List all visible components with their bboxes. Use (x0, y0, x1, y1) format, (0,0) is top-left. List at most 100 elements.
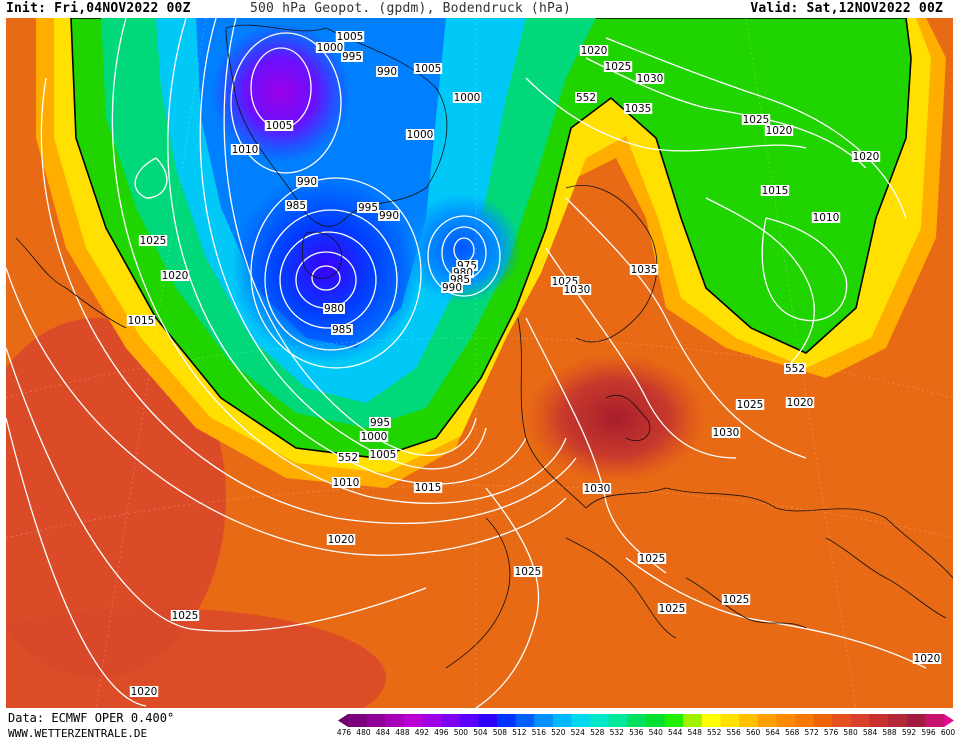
map-title: 500 hPa Geopot. (gpdm), Bodendruck (hPa) (250, 1, 572, 16)
isobar-label-background (285, 200, 307, 211)
isobar-label-background (741, 114, 771, 125)
isobar-label-background (129, 686, 159, 697)
isobar-label-background (912, 653, 942, 664)
color-scale-cell (701, 714, 721, 727)
low-pressure-center-norway-sea (401, 193, 521, 303)
isobar-label: 1030 (564, 284, 591, 296)
coastlines (15, 24, 954, 669)
isobar-label-background (735, 399, 765, 410)
isobar-label-background (413, 482, 443, 493)
color-scale-tick-label: 600 (940, 728, 956, 737)
color-scale-tick-label: 580 (843, 728, 858, 737)
isobar-label-background (376, 66, 398, 77)
color-scale-cell (348, 714, 368, 727)
isobar-label: 552 (576, 92, 596, 104)
graticule (5, 17, 954, 709)
isobar-label: 1020 (581, 45, 608, 57)
isobar-label-background (441, 282, 463, 293)
isobar-label-background (784, 363, 806, 374)
color-scale-cell (869, 714, 889, 727)
valid-time-label: Valid: Sat,12NOV2022 00Z (750, 1, 943, 16)
color-scale-tick-label: 520 (551, 728, 566, 737)
isobar-label-background (337, 452, 359, 463)
color-scale-tick-label: 512 (512, 728, 527, 737)
isobar-label: 1020 (766, 125, 793, 137)
isobar-label: 1030 (713, 427, 740, 439)
isobar-label: 1025 (172, 610, 199, 622)
isobar-label-background (126, 315, 156, 326)
isobar-label: 1010 (813, 212, 840, 224)
color-scale-cell (459, 714, 479, 727)
isobar-label-background (711, 427, 741, 438)
isobar-label: 1015 (415, 482, 442, 494)
isobar-label-background (579, 45, 609, 56)
color-scale-tick-label: 476 (336, 728, 352, 737)
color-scale-ticks: 476 480 484 488 492 496 500 504 508 512 516 520 524 5… (337, 728, 955, 738)
color-scale-cell (497, 714, 517, 727)
low-pressure-center-atlantic (231, 173, 421, 363)
color-scale-tick-label: 576 (823, 728, 839, 737)
color-scale-cell (590, 714, 610, 727)
isobar-label: 1015 (762, 185, 789, 197)
color-scale-tick-label: 516 (531, 728, 546, 737)
isobar-label: 1000 (454, 92, 481, 104)
isobar-label-background (405, 129, 435, 140)
isobar-label: 552 (785, 363, 805, 375)
isobar-label-background (562, 284, 592, 295)
isobar-label: 990 (442, 282, 462, 294)
isobar-label: 1020 (853, 151, 880, 163)
isobar-label: 1030 (637, 73, 664, 85)
color-scale-cell (571, 714, 591, 727)
isobar-label: 1025 (515, 566, 542, 578)
isobar-label-background (368, 449, 398, 460)
color-scale-cell (683, 714, 703, 727)
isobar-label: 1025 (723, 594, 750, 606)
isobar-label-background (637, 553, 667, 564)
color-scale-tick-label: 560 (745, 728, 761, 737)
isobar-label: 1025 (639, 553, 666, 565)
color-scale-cell (664, 714, 684, 727)
isobar-label: 1025 (140, 235, 167, 247)
isobar-label: 1020 (162, 270, 189, 282)
color-scale-cell (720, 714, 740, 727)
isobar-label-background (629, 264, 659, 275)
data-source-label: Data: ECMWF OPER 0.400° (8, 711, 175, 725)
color-scale-tick-label: 584 (862, 728, 878, 737)
color-scale-tick-label: 508 (492, 728, 508, 737)
isobar-label: 1020 (131, 686, 158, 698)
isobar-label-background (550, 276, 580, 287)
isobar-label-background (230, 144, 260, 155)
color-scale-tick-label: 528 (590, 728, 605, 737)
color-scale-cell (646, 714, 666, 727)
isobar-label-background (623, 103, 653, 114)
isobar-label-background (603, 61, 633, 72)
isobar-label-background (335, 31, 365, 42)
color-scale-cell (403, 714, 423, 727)
color-scale-cell (813, 714, 833, 727)
isobar-label: 985 (332, 324, 352, 336)
isobar-label: 1020 (328, 534, 355, 546)
isobar-lines (5, 17, 927, 709)
color-scale-cell (832, 714, 852, 727)
isobar-label-background (575, 92, 597, 103)
isobar-label: 1025 (605, 61, 632, 73)
isobar-label-background (369, 417, 391, 428)
isobar-label: 1015 (128, 315, 155, 327)
color-scale-tick-label: 536 (629, 728, 644, 737)
color-scale-tick-label: 500 (453, 728, 469, 737)
isobar-label: 1035 (625, 103, 652, 115)
color-scale-cell (515, 714, 535, 727)
isobar-label: 1035 (631, 264, 658, 276)
warm-region-s (0, 608, 386, 741)
color-scale-tick-label: 564 (765, 728, 780, 737)
isobar-label-background (357, 202, 379, 213)
map-header: Init: Fri,04NOV2022 00Z 500 hPa Geopot. … (0, 0, 959, 18)
isobar-label-background (326, 534, 356, 545)
website-label: WWW.WETTERZENTRALE.DE (8, 727, 148, 740)
isobar-label: 985 (286, 200, 306, 212)
weather-map: 1000 1005 995 990 1005 1020 1025 1030 552 1000 103… (0, 17, 954, 741)
isobar-label: 1025 (737, 399, 764, 411)
isobar-label-background (138, 235, 168, 246)
isobar-label-background (323, 303, 345, 314)
